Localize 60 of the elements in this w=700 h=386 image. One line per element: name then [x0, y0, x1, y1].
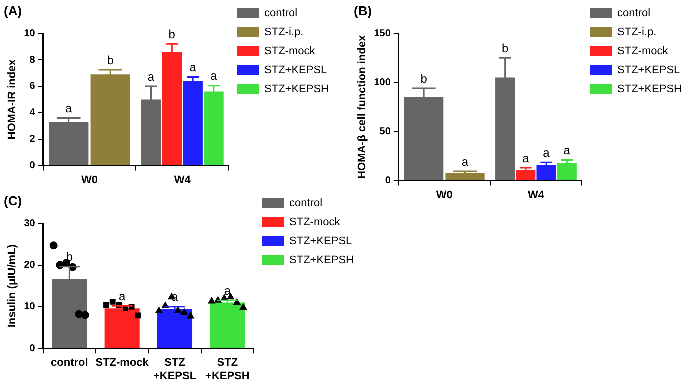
data-label: b — [168, 27, 176, 42]
bar — [536, 165, 556, 180]
data-label: a — [190, 60, 197, 75]
legend-label: control — [264, 8, 298, 20]
y-tick-label: 10 — [24, 28, 36, 40]
legend-label: STZ+KEPSL — [264, 64, 328, 77]
legend-label: STZ-mock — [290, 216, 341, 229]
legend-label: control — [618, 8, 651, 20]
legend-label: STZ+KEPSH — [264, 84, 330, 96]
bar — [516, 170, 536, 180]
y-axis-title: HOMA-IR index — [6, 58, 19, 140]
x-tick-label: STZ +KEPSL — [153, 357, 197, 382]
y-tick-label: 0 — [385, 176, 392, 187]
y-tick-label: 150 — [374, 28, 392, 40]
bar — [557, 163, 577, 180]
x-tick-label: control — [51, 357, 88, 370]
y-tick-label: 10 — [24, 302, 36, 313]
data-label: a — [210, 69, 218, 84]
legend-label: STZ-mock — [264, 46, 316, 58]
legend-label: STZ-i.p. — [264, 26, 304, 39]
data-label: a — [66, 102, 73, 116]
legend-label: STZ+KEPSH — [290, 254, 354, 267]
x-tick-label: W0 — [81, 174, 98, 186]
chart-title: (C) — [4, 193, 22, 208]
legend-label: STZ+KEPSL — [290, 236, 352, 248]
y-tick-label: 0 — [30, 343, 36, 354]
data-label: a — [462, 154, 469, 169]
x-tick-label: W4 — [174, 174, 192, 186]
x-tick-label: STZ +KEPSH — [206, 357, 250, 382]
legend-label: STZ-i.p. — [618, 26, 657, 39]
legend-label: STZ+KEPSH — [618, 84, 682, 96]
y-tick-label: 100 — [374, 77, 392, 88]
y-tick-label: 6 — [30, 81, 36, 92]
y-tick-label: 20 — [24, 260, 36, 272]
data-label: b — [502, 41, 509, 56]
y-tick-label: 2 — [30, 134, 36, 146]
x-tick-label: STZ-mock — [96, 357, 150, 370]
y-tick-label: 30 — [24, 218, 36, 230]
data-label: a — [224, 284, 232, 298]
chart-title: (B) — [354, 3, 372, 18]
x-tick-label: W0 — [436, 189, 453, 202]
y-tick-label: 4 — [30, 108, 36, 119]
data-label: b — [107, 53, 114, 68]
legend-label: control — [290, 198, 323, 210]
data-label: a — [118, 289, 126, 304]
y-tick-label: 50 — [380, 126, 392, 138]
data-label: a — [543, 146, 550, 160]
x-tick-label: W4 — [528, 189, 546, 202]
data-label: a — [564, 144, 571, 158]
data-label: b — [420, 72, 428, 86]
legend-label: STZ-mock — [618, 46, 669, 58]
y-tick-label: 8 — [30, 54, 36, 66]
bar — [446, 172, 485, 180]
y-axis-title: Insulin (μIU/mL) — [6, 244, 19, 328]
y-axis-title: HOMA-β cell function index — [356, 34, 369, 180]
data-label: a — [148, 70, 155, 84]
data-label: a — [522, 151, 530, 166]
y-tick-label: 0 — [30, 160, 36, 172]
legend-label: STZ+KEPSL — [618, 64, 680, 77]
chart-title: (A) — [4, 3, 22, 18]
